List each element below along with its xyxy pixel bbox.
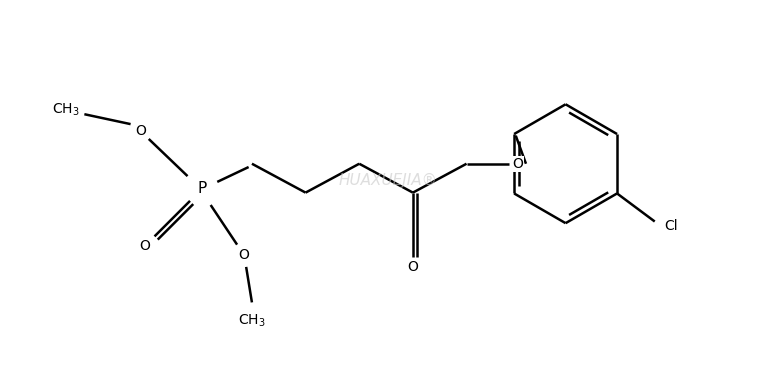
Text: O: O [512, 157, 523, 171]
Text: O: O [135, 124, 146, 138]
Text: O: O [238, 248, 249, 262]
Text: O: O [408, 260, 419, 274]
Text: P: P [198, 181, 207, 196]
Text: CH$_3$: CH$_3$ [52, 102, 80, 118]
Text: O: O [139, 239, 150, 253]
Text: HUAXUEJIA®: HUAXUEJIA® [339, 173, 438, 188]
Text: Cl: Cl [664, 219, 678, 233]
Text: CH$_3$: CH$_3$ [238, 313, 266, 329]
